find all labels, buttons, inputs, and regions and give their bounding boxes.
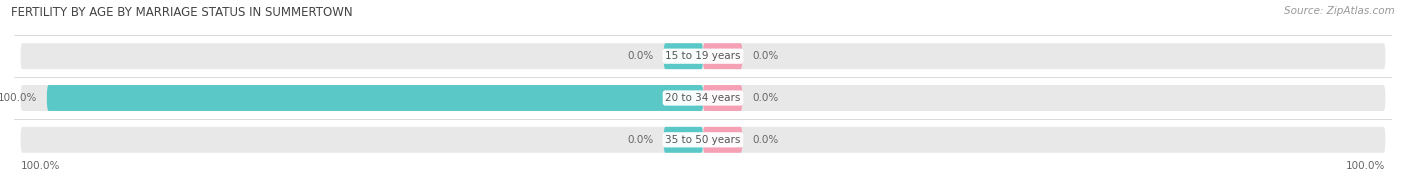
- Text: 0.0%: 0.0%: [627, 135, 654, 145]
- Text: FERTILITY BY AGE BY MARRIAGE STATUS IN SUMMERTOWN: FERTILITY BY AGE BY MARRIAGE STATUS IN S…: [11, 6, 353, 19]
- FancyBboxPatch shape: [664, 43, 703, 69]
- Text: 100.0%: 100.0%: [1346, 161, 1385, 171]
- FancyBboxPatch shape: [21, 127, 1385, 153]
- Text: Source: ZipAtlas.com: Source: ZipAtlas.com: [1284, 6, 1395, 16]
- Text: 0.0%: 0.0%: [627, 51, 654, 61]
- Text: 100.0%: 100.0%: [21, 161, 60, 171]
- FancyBboxPatch shape: [21, 85, 1385, 111]
- FancyBboxPatch shape: [703, 85, 742, 111]
- Text: 0.0%: 0.0%: [752, 51, 779, 61]
- Text: 15 to 19 years: 15 to 19 years: [665, 51, 741, 61]
- FancyBboxPatch shape: [46, 85, 703, 111]
- FancyBboxPatch shape: [664, 127, 703, 153]
- FancyBboxPatch shape: [21, 43, 1385, 69]
- Text: 35 to 50 years: 35 to 50 years: [665, 135, 741, 145]
- FancyBboxPatch shape: [703, 127, 742, 153]
- Text: 20 to 34 years: 20 to 34 years: [665, 93, 741, 103]
- Text: 100.0%: 100.0%: [0, 93, 37, 103]
- Text: 0.0%: 0.0%: [752, 93, 779, 103]
- FancyBboxPatch shape: [703, 43, 742, 69]
- FancyBboxPatch shape: [664, 85, 703, 111]
- Text: 0.0%: 0.0%: [752, 135, 779, 145]
